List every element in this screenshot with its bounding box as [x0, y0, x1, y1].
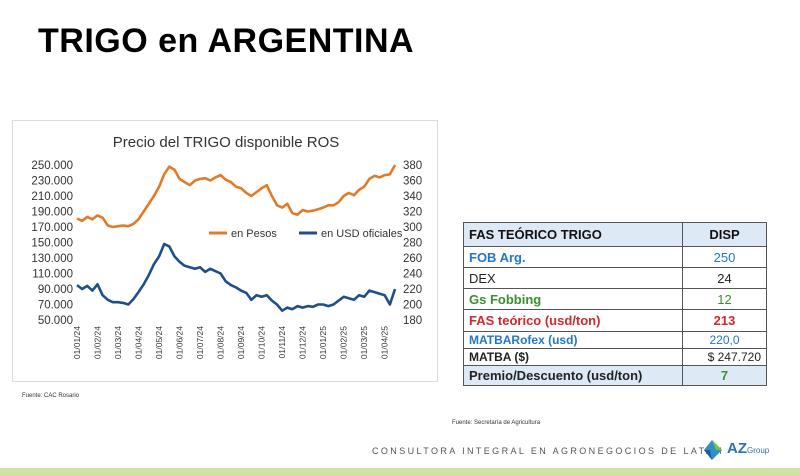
chart-title: Precio del TRIGO disponible ROS: [113, 134, 340, 151]
row-label-matbarofex: MATBARofex (usd): [463, 331, 683, 349]
row-value-fobbing: 12: [682, 288, 767, 310]
y-left-tick-label: 250.000: [31, 160, 73, 172]
row-value-matba: $ 247.720: [682, 348, 767, 366]
chart-source: Fuente: CAC Rosario: [22, 393, 80, 399]
y-left-tick-label: 170.000: [31, 222, 73, 234]
row-value-fob: 250: [682, 246, 767, 268]
price-chart: Precio del TRIGO disponible ROS 250.000 23…: [12, 120, 438, 382]
footer-bar: [0, 468, 800, 475]
x-tick-label: 01/04/24: [134, 326, 144, 359]
row-value-matbarofex: 220,0: [682, 331, 767, 349]
logo-text: AZGroup: [727, 440, 769, 457]
x-tick-label: 01/08/24: [216, 326, 226, 359]
y-right-tick-label: 360: [403, 176, 422, 188]
x-tick-label: 01/03/24: [113, 326, 123, 359]
logo-main: AZ: [727, 440, 747, 457]
x-tick-label: 01/02/24: [93, 326, 103, 359]
x-tick-label: 01/01/25: [318, 326, 328, 359]
table-row: FOB Arg. 250: [463, 246, 767, 268]
y-left-tick-label: 130.000: [31, 253, 73, 265]
y-right-tick-label: 200: [403, 300, 422, 312]
y-right-tick-label: 340: [403, 191, 422, 203]
x-tick-label: 01/10/24: [257, 326, 267, 359]
y-right-tick-label: 300: [403, 222, 422, 234]
az-logo-icon: [704, 440, 722, 460]
y-left-tick-label: 230.000: [31, 176, 73, 188]
fas-header-col: DISP: [682, 222, 767, 247]
fas-table-header: FAS TEÓRICO TRIGO DISP: [463, 222, 767, 247]
x-tick-label: 01/01/24: [72, 326, 82, 359]
row-label-fas: FAS teórico (usd/ton): [463, 309, 683, 332]
table-row: Premio/Descuento (usd/ton) 7: [463, 365, 767, 386]
x-tick-label: 01/07/24: [195, 326, 205, 359]
row-label-premio: Premio/Descuento (usd/ton): [463, 365, 683, 386]
row-label-fob: FOB Arg.: [463, 246, 683, 268]
page-title: TRIGO en ARGENTINA: [38, 22, 415, 60]
price-chart-svg: Precio del TRIGO disponible ROS 250.000 23…: [31, 134, 422, 359]
x-tick-label: 01/02/25: [339, 326, 349, 359]
legend-usd-label: en USD oficiales: [321, 228, 403, 240]
x-tick-label: 01/03/25: [359, 326, 369, 359]
row-value-fas: 213: [682, 309, 767, 332]
y-left-tick-label: 70.000: [38, 300, 73, 312]
y-right-tick-label: 280: [403, 238, 422, 250]
row-value-dex: 24: [682, 267, 767, 289]
row-label-matba: MATBA ($): [463, 348, 683, 366]
y-right-tick-label: 220: [403, 284, 422, 296]
table-row: DEX 24: [463, 267, 767, 289]
row-label-fobbing: Gs Fobbing: [463, 288, 683, 310]
row-label-dex: DEX: [463, 267, 683, 289]
y-left-tick-label: 190.000: [31, 207, 73, 219]
series-line-pesos: [76, 164, 397, 229]
y-left-tick-label: 110.000: [32, 269, 73, 281]
row-value-premio: 7: [682, 365, 767, 386]
table-row: Gs Fobbing 12: [463, 288, 767, 310]
series-line-usd: [76, 242, 397, 312]
y-right-tick-label: 320: [403, 207, 422, 219]
y-right-tick-label: 180: [403, 315, 422, 327]
x-tick-label: 01/12/24: [298, 326, 308, 359]
y-right-tick-label: 260: [403, 253, 422, 265]
y-right-tick-label: 240: [403, 269, 422, 281]
x-tick-label: 01/11/24: [277, 326, 287, 359]
x-tick-label: 01/09/24: [236, 326, 246, 359]
y-left-tick-label: 90.000: [38, 284, 73, 296]
y-left-tick-label: 210.000: [31, 191, 73, 203]
fas-header-label: FAS TEÓRICO TRIGO: [463, 222, 683, 247]
y-left-tick-label: 150.000: [31, 238, 73, 250]
table-row: MATBARofex (usd) 220,0: [463, 331, 767, 349]
table-row: MATBA ($) $ 247.720: [463, 348, 767, 366]
legend-pesos-label: en Pesos: [231, 228, 277, 240]
fas-table: FAS TEÓRICO TRIGO DISP FOB Arg. 250 DEX …: [463, 222, 767, 386]
x-tick-label: 01/06/24: [175, 326, 185, 359]
logo-sub: Group: [747, 446, 770, 455]
x-tick-label: 01/04/25: [380, 326, 390, 359]
table-source: Fuente: Secretaría de Agricultura: [452, 420, 541, 426]
y-right-tick-label: 380: [403, 160, 422, 172]
y-left-tick-label: 50.000: [38, 315, 73, 327]
x-tick-label: 01/05/24: [154, 326, 164, 359]
footer-text: CONSULTORA INTEGRAL EN AGRONEGOCIOS DE L…: [372, 446, 725, 456]
table-row: FAS teórico (usd/ton) 213: [463, 309, 767, 332]
